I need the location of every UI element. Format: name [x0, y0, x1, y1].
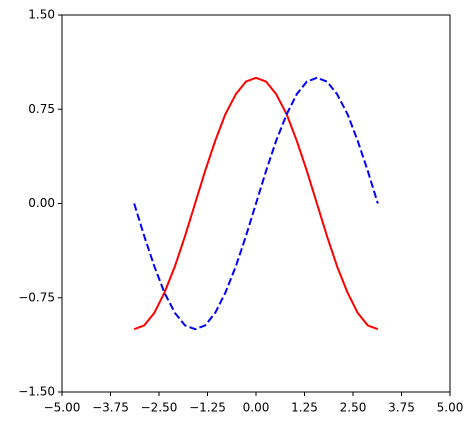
x-tick-label: 2.50 — [340, 401, 367, 415]
y-tick-label: 1.50 — [28, 8, 55, 22]
x-tick-label: 5.00 — [437, 401, 464, 415]
x-tick-label: 3.75 — [388, 401, 415, 415]
x-tick-label: −1.25 — [189, 401, 226, 415]
x-tick-label: −3.75 — [92, 401, 129, 415]
y-tick-label: −1.50 — [18, 385, 55, 399]
y-tick-label: 0.75 — [28, 102, 55, 116]
line-series — [133, 76, 379, 331]
x-tick-label: −2.50 — [141, 401, 178, 415]
line-series — [133, 76, 379, 331]
x-tick-label: −5.00 — [44, 401, 81, 415]
y-tick-label: −0.75 — [18, 290, 55, 304]
x-tick-label: 0.00 — [243, 401, 270, 415]
y-tick-label: 0.00 — [28, 196, 55, 210]
x-tick-label: 1.25 — [291, 401, 318, 415]
